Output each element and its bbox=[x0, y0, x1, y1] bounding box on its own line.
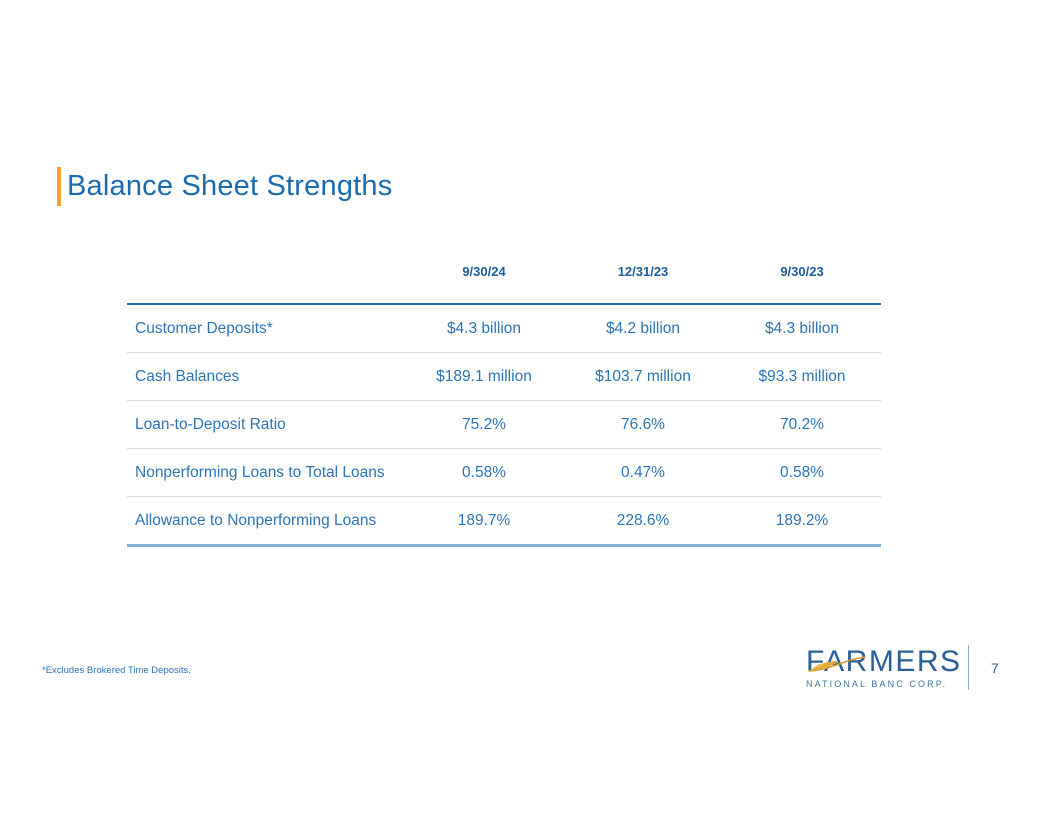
row-label: Nonperforming Loans to Total Loans bbox=[135, 463, 385, 481]
row-value: 0.58% bbox=[462, 463, 506, 481]
row-value: $103.7 million bbox=[595, 367, 691, 385]
footer-divider bbox=[968, 645, 969, 690]
row-value: $4.3 billion bbox=[446, 319, 522, 337]
row-value: $189.1 million bbox=[436, 367, 532, 385]
row-value: 76.6% bbox=[621, 415, 665, 433]
column-header-spacer bbox=[127, 264, 405, 303]
row-value: 189.2% bbox=[775, 511, 829, 529]
page-number: 7 bbox=[991, 659, 999, 676]
table-row: Allowance to Nonperforming Loans 189.7% … bbox=[127, 497, 881, 547]
row-value: $93.3 million bbox=[758, 367, 846, 385]
page-title: Balance Sheet Strengths bbox=[67, 170, 393, 202]
column-header-date-2: 12/31/23 bbox=[617, 264, 669, 279]
logo-subtitle: NATIONAL BANC CORP. bbox=[806, 678, 948, 689]
row-label: Allowance to Nonperforming Loans bbox=[135, 511, 377, 529]
row-value: 75.2% bbox=[462, 415, 506, 433]
table-row: Cash Balances $189.1 million $103.7 mill… bbox=[127, 353, 881, 401]
row-value: $4.2 billion bbox=[605, 319, 681, 337]
footer: FARMERS NATIONAL BANC CORP. 7 bbox=[806, 645, 999, 690]
table-header-row: 9/30/24 12/31/23 9/30/23 bbox=[127, 248, 881, 305]
row-value: 0.58% bbox=[780, 463, 824, 481]
row-label: Cash Balances bbox=[135, 367, 240, 385]
logo-wordmark: FARMERS bbox=[806, 644, 962, 678]
row-value: 228.6% bbox=[616, 511, 670, 529]
row-label: Customer Deposits* bbox=[135, 319, 273, 337]
column-header-date-1: 9/30/24 bbox=[462, 264, 506, 279]
company-logo: FARMERS NATIONAL BANC CORP. bbox=[806, 644, 962, 689]
row-value: 70.2% bbox=[780, 415, 824, 433]
table-row: Loan-to-Deposit Ratio 75.2% 76.6% 70.2% bbox=[127, 401, 881, 449]
row-label: Loan-to-Deposit Ratio bbox=[135, 415, 286, 433]
title-accent-bar bbox=[57, 167, 61, 206]
row-value: 189.7% bbox=[457, 511, 511, 529]
row-value: 0.47% bbox=[621, 463, 665, 481]
balance-sheet-table: 9/30/24 12/31/23 9/30/23 Customer Deposi… bbox=[127, 248, 881, 547]
table-row: Nonperforming Loans to Total Loans 0.58%… bbox=[127, 449, 881, 497]
slide-title-block: Balance Sheet Strengths bbox=[57, 167, 392, 206]
table-row: Customer Deposits* $4.3 billion $4.2 bil… bbox=[127, 305, 881, 353]
footnote: *Excludes Brokered Time Deposits. bbox=[42, 665, 191, 676]
column-header-date-3: 9/30/23 bbox=[780, 264, 824, 279]
row-value: $4.3 billion bbox=[764, 319, 840, 337]
